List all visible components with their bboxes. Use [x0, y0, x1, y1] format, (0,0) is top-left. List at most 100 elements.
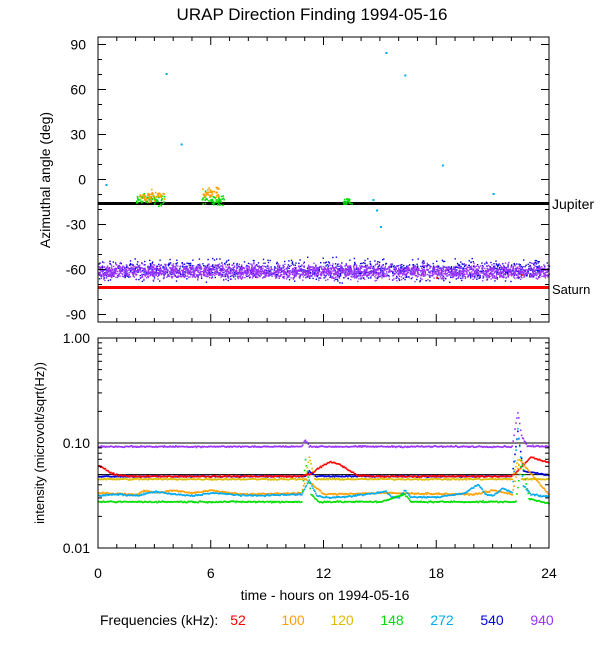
- azimuth-point-940: [303, 270, 305, 272]
- azimuth-point-540: [382, 275, 384, 278]
- azimuth-point-940: [141, 274, 143, 276]
- azimuth-point-940: [289, 273, 292, 275]
- azimuth-point-940: [421, 269, 424, 271]
- intensity-point-940: [207, 445, 210, 448]
- azimuth-point-940: [215, 273, 217, 275]
- azimuth-point-940: [438, 267, 440, 270]
- intensity-point-940: [129, 445, 131, 448]
- intensity-point-940: [516, 417, 518, 419]
- azimuth-point-940: [497, 270, 499, 272]
- azimuth-point-940: [315, 270, 317, 272]
- azimuth-point-940: [398, 271, 401, 273]
- intensity-point-940: [513, 434, 515, 437]
- intensity-point-540: [104, 475, 107, 478]
- intensity-point-940: [149, 445, 152, 448]
- azimuth-point-540: [333, 274, 335, 276]
- azimuth-point-540: [470, 261, 472, 263]
- azimuth-point-148: [223, 199, 225, 201]
- azimuth-point-940: [213, 274, 216, 277]
- azimuth-point-940: [193, 269, 195, 272]
- azimuth-point-940: [459, 270, 461, 273]
- azimuth-point-940: [299, 267, 302, 270]
- azimuth-point-272: [492, 193, 495, 195]
- azimuth-point-940: [245, 266, 247, 268]
- azimuth-point-940: [433, 268, 435, 270]
- azimuth-point-940: [474, 266, 476, 268]
- intensity-point-940: [285, 445, 287, 447]
- azimuth-point-940: [498, 271, 500, 274]
- azimuth-point-940: [352, 272, 354, 274]
- azimuth-point-940: [496, 268, 499, 271]
- intensity-point-940: [197, 445, 200, 448]
- azimuth-point-100: [202, 193, 205, 196]
- azimuth-point-940: [471, 267, 473, 269]
- azimuth-point-940: [159, 267, 161, 270]
- azimuth-point-940: [524, 270, 526, 272]
- azimuth-point-940: [353, 274, 356, 277]
- azimuth-point-940: [164, 270, 166, 273]
- azimuth-point-940: [318, 267, 320, 269]
- intensity-point-540: [350, 476, 353, 478]
- azimuth-point-540: [382, 259, 384, 261]
- intensity-point-540: [326, 475, 328, 477]
- azimuth-point-540: [343, 277, 345, 279]
- azimuth-point-940: [381, 274, 383, 277]
- intensity-point-940: [130, 445, 133, 447]
- azimuth-point-940: [366, 276, 368, 278]
- azimuth-point-940: [407, 271, 409, 274]
- azimuth-point-940: [191, 274, 193, 276]
- azimuth-point-940: [267, 265, 269, 267]
- azimuth-point-940: [411, 274, 413, 276]
- azimuth-point-940: [143, 278, 145, 280]
- azimuth-point-940: [106, 271, 109, 273]
- azimuth-point-540: [329, 276, 331, 279]
- azimuth-point-940: [111, 273, 113, 275]
- intensity-point-540: [328, 474, 330, 477]
- azimuth-point-940: [421, 270, 423, 272]
- azimuth-point-940: [141, 270, 143, 273]
- azimuth-point-540: [520, 269, 522, 271]
- azimuth-point-940: [303, 266, 305, 268]
- intensity-point-940: [269, 446, 271, 448]
- azimuth-point-100: [144, 196, 146, 198]
- intensity-point-940: [524, 441, 527, 443]
- azimuth-point-940: [251, 272, 254, 275]
- azimuth-point-940: [271, 273, 273, 275]
- azimuth-point-940: [370, 271, 373, 273]
- azimuth-point-540: [419, 280, 421, 283]
- azimuth-point-540: [224, 275, 227, 278]
- azimuth-point-940: [545, 274, 547, 276]
- azimuth-point-940: [192, 270, 194, 273]
- intensity-point-940: [514, 428, 516, 430]
- azimuth-point-940: [199, 263, 201, 265]
- azimuth-point-940: [207, 268, 210, 271]
- azimuth-point-940: [291, 269, 294, 271]
- azimuth-point-940: [179, 271, 181, 273]
- azimuth-point-940: [389, 271, 391, 273]
- azimuth-point-940: [210, 277, 213, 279]
- azimuth-point-940: [378, 275, 380, 277]
- azimuth-point-940: [424, 265, 427, 267]
- intensity-point-940: [240, 446, 243, 448]
- azimuth-point-940: [462, 271, 465, 273]
- intensity-point-940: [302, 441, 305, 444]
- azimuth-point-940: [528, 268, 530, 270]
- azimuth-point-940: [321, 268, 323, 270]
- azimuth-point-940: [302, 279, 304, 281]
- azimuth-point-540: [384, 267, 386, 269]
- azimuth-point-940: [307, 274, 309, 276]
- intensity-point-940: [282, 445, 284, 447]
- azimuth-point-940: [345, 275, 347, 278]
- azimuth-point-540: [280, 267, 282, 269]
- azimuth-point-540: [496, 277, 498, 279]
- azimuth-point-940: [108, 275, 110, 277]
- intensity-point-940: [168, 446, 171, 448]
- azimuth-point-940: [243, 268, 246, 270]
- azimuth-point-540: [344, 273, 346, 275]
- azimuth-point-940: [417, 273, 420, 275]
- intensity-point-540: [347, 475, 350, 477]
- azimuth-point-940: [125, 269, 128, 271]
- azimuth-point-940: [313, 269, 315, 271]
- azimuth-point-940: [277, 264, 279, 267]
- intensity-point-940: [129, 445, 132, 447]
